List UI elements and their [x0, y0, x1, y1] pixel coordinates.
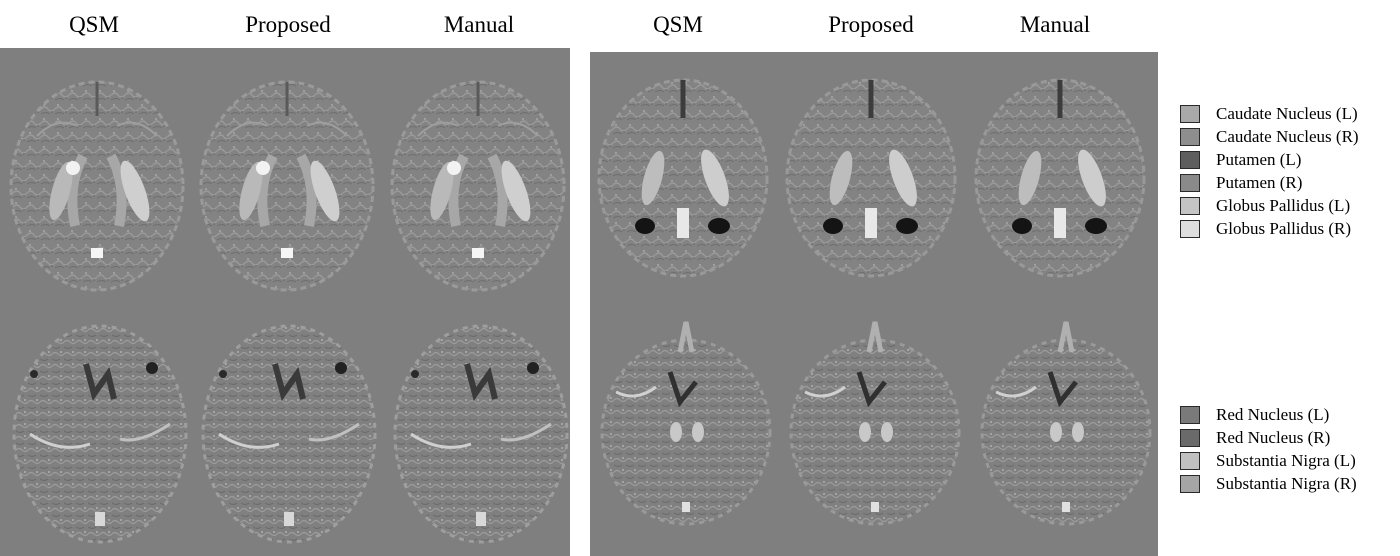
legend-swatch	[1180, 173, 1200, 192]
legend-label: Putamen (R)	[1216, 172, 1303, 192]
brain-slice-bottom-qsm-left	[14, 326, 186, 542]
legend-swatch	[1180, 104, 1200, 123]
brain-slice-bottom-proposed-left	[203, 326, 375, 542]
column-title-proposed-right: Proposed	[828, 12, 914, 37]
legend-item: Substantia Nigra (R)	[1180, 472, 1357, 495]
legend-label: Caudate Nucleus (R)	[1216, 126, 1359, 146]
brain-slice-top-proposed-left	[201, 82, 373, 290]
legend-label: Caudate Nucleus (L)	[1216, 103, 1358, 123]
brain-slice-top-manual-right	[976, 80, 1144, 276]
legend-swatch	[1180, 150, 1200, 169]
legend-swatch	[1180, 127, 1200, 146]
legend-item: Globus Pallidus (L)	[1180, 194, 1359, 217]
legend-item: Red Nucleus (R)	[1180, 426, 1357, 449]
legend-swatch	[1180, 474, 1200, 493]
column-title-qsm-left: QSM	[69, 12, 119, 37]
legend-item: Putamen (L)	[1180, 148, 1359, 171]
legend-midbrain: Red Nucleus (L) Red Nucleus (R) Substantia…	[1180, 403, 1357, 495]
legend-item: Red Nucleus (L)	[1180, 403, 1357, 426]
legend-basal-ganglia: Caudate Nucleus (L) Caudate Nucleus (R) Pu…	[1180, 102, 1359, 240]
brain-slice-bottom-manual-right	[982, 322, 1150, 524]
legend-label: Putamen (L)	[1216, 149, 1302, 169]
legend-item: Caudate Nucleus (R)	[1180, 125, 1359, 148]
legend-item: Putamen (R)	[1180, 171, 1359, 194]
legend-swatch	[1180, 405, 1200, 424]
brain-slice-top-qsm-right	[599, 80, 767, 276]
legend-swatch	[1180, 451, 1200, 470]
legend-item: Substantia Nigra (L)	[1180, 449, 1357, 472]
legend-label: Red Nucleus (L)	[1216, 404, 1330, 424]
legend-swatch	[1180, 196, 1200, 215]
column-title-manual-left: Manual	[443, 12, 515, 37]
column-title-qsm-right: QSM	[653, 12, 703, 37]
brain-slice-bottom-proposed-right	[791, 322, 959, 524]
legend-label: Globus Pallidus (L)	[1216, 195, 1351, 215]
legend-label: Globus Pallidus (R)	[1216, 218, 1352, 238]
legend-label: Substantia Nigra (R)	[1216, 473, 1357, 493]
legend-swatch	[1180, 428, 1200, 447]
column-title-manual-right: Manual	[1019, 12, 1091, 37]
brain-slice-top-qsm-left	[11, 82, 183, 290]
legend-label: Red Nucleus (R)	[1216, 427, 1331, 447]
column-title-proposed-left: Proposed	[245, 12, 331, 37]
brain-slices-figure	[0, 0, 1160, 556]
brain-slice-top-manual-left	[392, 82, 564, 290]
legend-swatch	[1180, 219, 1200, 238]
brain-slice-top-proposed-right	[787, 80, 955, 276]
legend-item: Globus Pallidus (R)	[1180, 217, 1359, 240]
brain-slice-bottom-manual-left	[395, 326, 567, 542]
brain-slice-bottom-qsm-right	[602, 322, 770, 524]
legend-label: Substantia Nigra (L)	[1216, 450, 1356, 470]
legend-item: Caudate Nucleus (L)	[1180, 102, 1359, 125]
